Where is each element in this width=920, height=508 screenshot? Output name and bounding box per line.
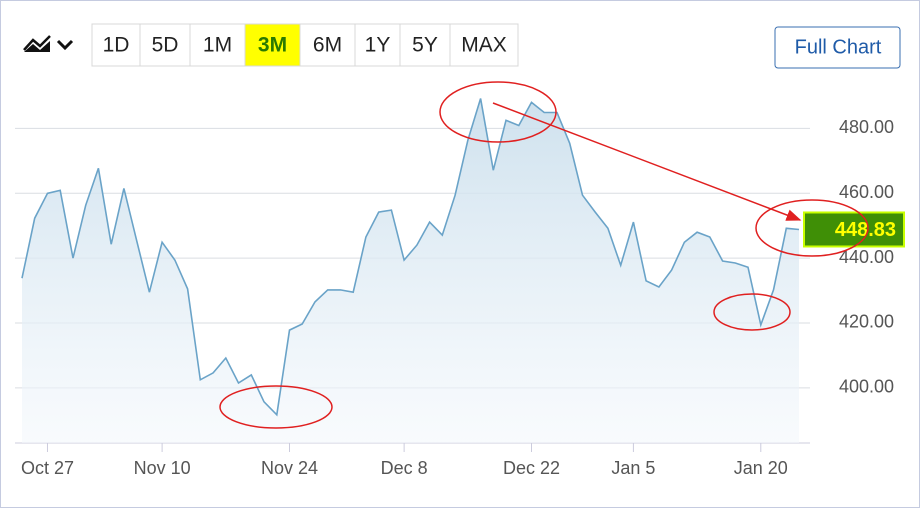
range-button-label[interactable]: 5D <box>152 34 179 57</box>
chart-type-icon[interactable] <box>23 35 74 52</box>
range-button[interactable] <box>244 23 301 67</box>
x-tick-label: Oct 27 <box>21 458 74 478</box>
y-tick-label: 420.00 <box>839 312 894 332</box>
range-button[interactable] <box>91 23 141 67</box>
last-price-box <box>803 211 905 248</box>
range-button[interactable] <box>354 23 401 67</box>
range-button[interactable] <box>189 23 246 67</box>
x-tick-label: Jan 20 <box>734 458 788 478</box>
range-button[interactable] <box>299 23 356 67</box>
range-button-label[interactable]: 1Y <box>365 34 391 57</box>
annotations <box>219 81 869 429</box>
range-button-label[interactable]: MAX <box>461 34 507 57</box>
range-button-label[interactable]: 5Y <box>412 34 438 57</box>
range-button-label[interactable]: 1M <box>203 34 232 57</box>
price-line <box>21 98 800 417</box>
range-button-label[interactable]: 6M <box>313 34 342 57</box>
y-tick-label: 400.00 <box>839 377 894 397</box>
full-chart-button[interactable] <box>774 26 901 69</box>
x-tick-label: Nov 10 <box>134 458 191 478</box>
x-tick-label: Nov 24 <box>261 458 318 478</box>
range-button[interactable] <box>449 23 519 67</box>
range-button-label[interactable]: 3M <box>258 34 287 57</box>
y-tick-label: 460.00 <box>839 182 894 202</box>
range-button[interactable] <box>139 23 191 67</box>
area-fill <box>22 98 799 443</box>
full-chart-label[interactable]: Full Chart <box>795 36 882 58</box>
y-tick-label: 440.00 <box>839 247 894 267</box>
x-tick-label: Jan 5 <box>611 458 655 478</box>
x-tick-label: Dec 22 <box>503 458 560 478</box>
y-tick-label: 480.00 <box>839 117 894 137</box>
x-tick-label: Dec 8 <box>381 458 428 478</box>
range-button-label[interactable]: 1D <box>103 34 130 57</box>
last-price-label: 448.83 <box>835 219 896 241</box>
